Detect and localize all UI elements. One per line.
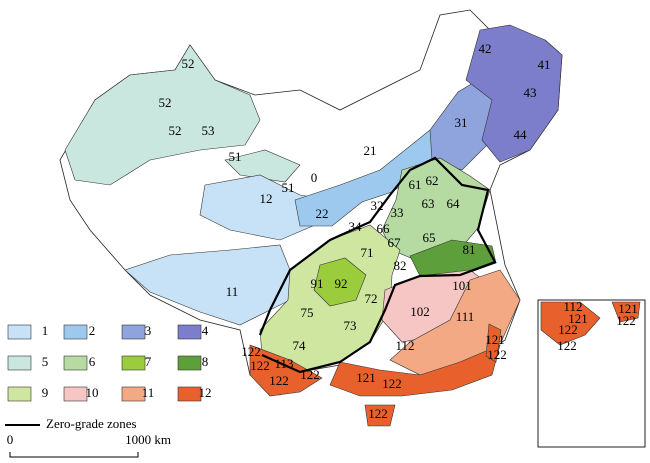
region-label: 64 — [447, 196, 461, 211]
legend-label: 6 — [89, 354, 96, 369]
region-label: 66 — [377, 221, 391, 236]
zone-region — [64, 44, 261, 186]
region-label: 32 — [371, 198, 384, 213]
region-label: 122 — [300, 367, 320, 382]
legend-label: 12 — [199, 385, 212, 400]
region-label: 0 — [311, 170, 318, 185]
legend-label: 1 — [42, 323, 49, 338]
region-label: 34 — [349, 219, 363, 234]
region-label: 61 — [409, 177, 422, 192]
region-label: 52 — [169, 123, 182, 138]
region-label: 21 — [364, 143, 377, 158]
legend-label: 11 — [142, 385, 155, 400]
region-label: 41 — [538, 57, 551, 72]
region-label: 22 — [316, 206, 329, 221]
region-label: 52 — [182, 56, 195, 71]
legend-swatch — [177, 386, 202, 402]
region-label: 92 — [335, 276, 348, 291]
zone-region — [224, 149, 301, 183]
region-label: 91 — [311, 276, 324, 291]
region-label: 81 — [463, 242, 476, 257]
legend-label: 8 — [202, 354, 209, 369]
scale-start: 0 — [7, 432, 14, 447]
region-label: 11 — [226, 284, 239, 299]
legend-swatch — [7, 386, 32, 402]
region-label: 121 — [356, 370, 376, 385]
legend-swatch — [63, 324, 88, 340]
legend-label: 5 — [42, 354, 49, 369]
region-label: 122 — [269, 373, 289, 388]
legend-swatch — [7, 355, 32, 371]
zone-region — [485, 323, 502, 363]
zone-region — [364, 404, 396, 427]
legend-label: 2 — [89, 323, 96, 338]
region-label: 122 — [487, 347, 507, 362]
region-label: 113 — [274, 356, 293, 371]
zone-region — [611, 301, 641, 323]
region-label: 75 — [301, 305, 314, 320]
zone-region — [540, 301, 601, 346]
legend-label: 7 — [145, 354, 152, 369]
region-label: 82 — [394, 258, 407, 273]
region-label: 62 — [426, 173, 439, 188]
region-label: 121 — [618, 301, 638, 316]
region-label: 63 — [422, 196, 435, 211]
region-label: 51 — [282, 180, 295, 195]
legend-label: 10 — [86, 385, 99, 400]
legend-label: 3 — [145, 323, 152, 338]
legend-swatch — [121, 355, 146, 371]
legend-swatch — [63, 386, 88, 402]
region-label: 121 — [568, 311, 588, 326]
region-label: 101 — [452, 278, 472, 293]
legend-label: 4 — [202, 323, 209, 338]
region-label: 122 — [382, 376, 402, 391]
region-label: 42 — [479, 41, 492, 56]
region-label: 121 — [485, 332, 505, 347]
region-label: 44 — [514, 127, 528, 142]
region-label: 102 — [410, 304, 430, 319]
region-label: 52 — [159, 95, 172, 110]
legend-swatch — [177, 355, 202, 371]
region-label: 112 — [563, 299, 582, 314]
region-label: 67 — [388, 235, 402, 250]
legend-swatch — [63, 355, 88, 371]
zone-region — [329, 344, 501, 397]
scale-end: 1000 km — [125, 432, 171, 447]
region-label: 73 — [344, 318, 357, 333]
zone-region — [313, 257, 367, 307]
region-label: 43 — [524, 85, 537, 100]
region-label: 122 — [241, 344, 261, 359]
region-label: 122 — [557, 338, 577, 353]
zero-grade-label: Zero-grade zones — [46, 416, 137, 431]
legend-swatch — [121, 386, 146, 402]
region-label: 51 — [229, 149, 242, 164]
region-label: 71 — [361, 245, 374, 260]
region-label: 122 — [250, 358, 270, 373]
scale-bar — [9, 452, 139, 458]
region-label: 31 — [455, 115, 468, 130]
region-label: 65 — [423, 230, 436, 245]
zone-region — [465, 24, 563, 163]
region-label: 72 — [365, 291, 378, 306]
region-label: 122 — [368, 406, 388, 421]
legend-swatch — [177, 324, 202, 340]
region-label: 122 — [558, 322, 578, 337]
region-label: 112 — [395, 338, 414, 353]
legend-label: 9 — [42, 385, 49, 400]
zero-grade-line — [258, 156, 497, 374]
region-label: 12 — [260, 191, 273, 206]
region-label: 74 — [293, 338, 307, 353]
region-label: 122 — [616, 313, 636, 328]
region-label: 111 — [456, 309, 475, 324]
legend-swatch — [121, 324, 146, 340]
region-label: 33 — [391, 205, 404, 220]
legend-swatch — [7, 324, 32, 340]
region-label: 53 — [202, 123, 215, 138]
